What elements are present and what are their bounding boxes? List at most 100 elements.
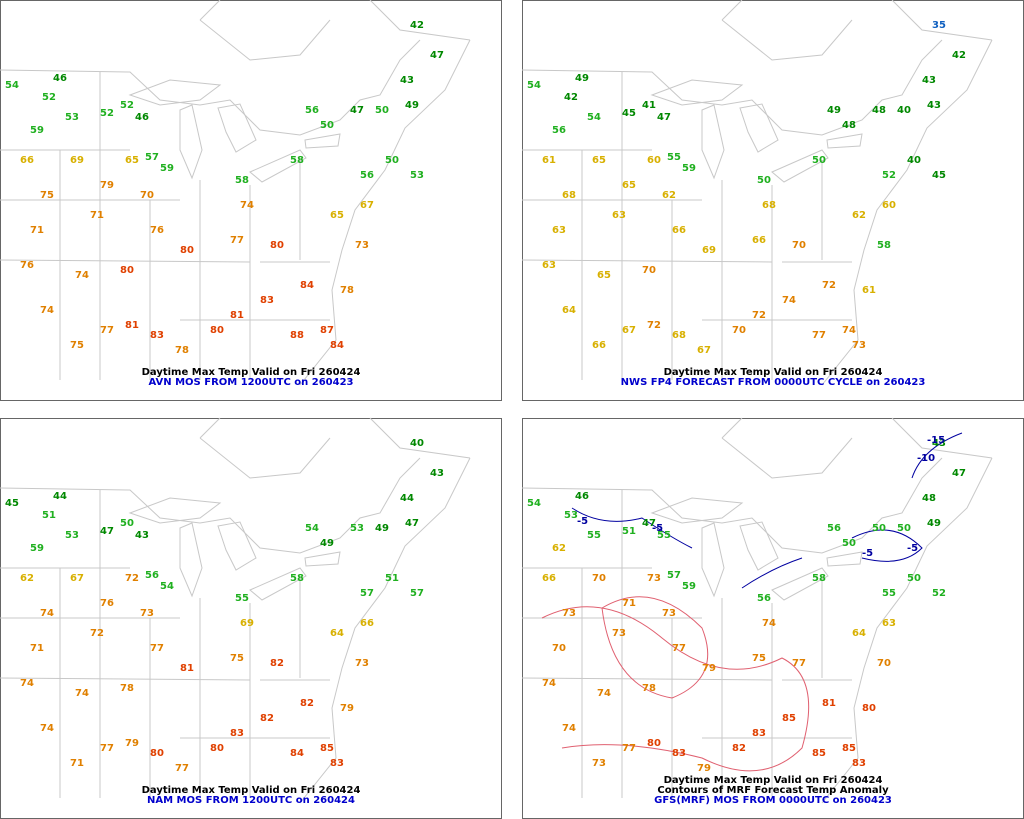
station-temp: 64: [562, 305, 576, 316]
station-temp: 83: [230, 728, 244, 739]
station-temp: 50: [907, 573, 921, 584]
station-temp: 81: [230, 310, 244, 321]
contour-label: -15: [927, 435, 945, 446]
station-temp: 50: [842, 538, 856, 549]
station-temp: 85: [320, 743, 334, 754]
station-temp: 47: [430, 50, 444, 61]
station-temp: 55: [235, 593, 249, 604]
caption: Daytime Max Temp Valid on Fri 260424: [664, 775, 883, 786]
station-temp: 50: [385, 155, 399, 166]
station-temp: 51: [42, 510, 56, 521]
station-temp: 50: [320, 120, 334, 131]
station-temp: 42: [564, 92, 578, 103]
map-outline: [891, 417, 993, 459]
contour-label: -5: [577, 516, 588, 527]
map-outline: [721, 437, 853, 479]
station-temp: 62: [20, 573, 34, 584]
station-temp: 56: [552, 125, 566, 136]
station-temp: 53: [350, 523, 364, 534]
anomaly-contour: [571, 507, 693, 549]
station-temp: 63: [612, 210, 626, 221]
station-temp: 58: [235, 175, 249, 186]
station-temp: 77: [622, 743, 636, 754]
station-temp: 51: [622, 526, 636, 537]
station-temp: 85: [782, 713, 796, 724]
station-temp: 87: [320, 325, 334, 336]
station-temp: 54: [587, 112, 601, 123]
station-temp: 55: [587, 530, 601, 541]
station-temp: 73: [612, 628, 626, 639]
station-temp: 75: [70, 340, 84, 351]
station-temp: 68: [562, 190, 576, 201]
map-outline: [521, 39, 943, 136]
station-temp: 47: [350, 105, 364, 116]
station-temp: 83: [330, 758, 344, 769]
station-temp: 66: [752, 235, 766, 246]
station-temp: 55: [657, 530, 671, 541]
station-temp: 70: [592, 573, 606, 584]
map-outline: [0, 259, 251, 263]
caption: AVN MOS FROM 1200UTC on 260423: [148, 377, 353, 388]
station-temp: 77: [100, 325, 114, 336]
station-temp: 67: [697, 345, 711, 356]
station-temp: 56: [305, 105, 319, 116]
station-temp: 80: [647, 738, 661, 749]
station-temp: 73: [662, 608, 676, 619]
station-temp: 54: [527, 80, 541, 91]
station-temp: 58: [290, 573, 304, 584]
station-temp: 66: [672, 225, 686, 236]
station-temp: 45: [622, 108, 636, 119]
station-temp: 48: [922, 493, 936, 504]
station-temp: 84: [300, 280, 314, 291]
station-temp: 47: [657, 112, 671, 123]
station-temp: 78: [175, 345, 189, 356]
map-outline: [304, 551, 341, 567]
station-temp: 74: [240, 200, 254, 211]
station-temp: 43: [932, 438, 946, 449]
station-temp: 58: [290, 155, 304, 166]
station-temp: 42: [410, 20, 424, 31]
contour-label: -5: [652, 523, 663, 534]
station-temp: 49: [827, 105, 841, 116]
map-outline: [721, 0, 743, 21]
station-temp: 41: [642, 100, 656, 111]
station-temp: 74: [842, 325, 856, 336]
station-temp: 40: [907, 155, 921, 166]
map-outline: [521, 457, 943, 554]
base-map: [0, 417, 471, 804]
station-temp: 71: [30, 643, 44, 654]
station-temp: 47: [100, 526, 114, 537]
station-temp: 75: [230, 653, 244, 664]
station-temp: 69: [240, 618, 254, 629]
station-temp: 73: [355, 658, 369, 669]
station-temp: 78: [120, 683, 134, 694]
station-temp: 74: [542, 678, 556, 689]
caption: Contours of MRF Forecast Temp Anomaly: [657, 785, 889, 796]
station-temp: 50: [120, 518, 134, 529]
station-temp: 85: [842, 743, 856, 754]
anomaly-contour: [911, 432, 963, 479]
station-temp: 59: [30, 125, 44, 136]
station-temp: 70: [732, 325, 746, 336]
station-temp: 73: [562, 608, 576, 619]
station-temp: 40: [410, 438, 424, 449]
station-temp: 82: [732, 743, 746, 754]
map-outline: [771, 149, 829, 183]
station-temp: 66: [20, 155, 34, 166]
station-temp: 43: [927, 100, 941, 111]
station-temp: 80: [210, 743, 224, 754]
station-temp: 78: [642, 683, 656, 694]
map-outline: [128, 79, 222, 106]
station-temp: 78: [340, 285, 354, 296]
caption: Daytime Max Temp Valid on Fri 260424: [664, 367, 883, 378]
station-temp: 47: [405, 518, 419, 529]
station-temp: 66: [360, 618, 374, 629]
station-temp: 50: [757, 175, 771, 186]
station-temp: 74: [562, 723, 576, 734]
station-temp: 49: [320, 538, 334, 549]
station-temp: 40: [897, 105, 911, 116]
map-outline: [826, 133, 863, 149]
